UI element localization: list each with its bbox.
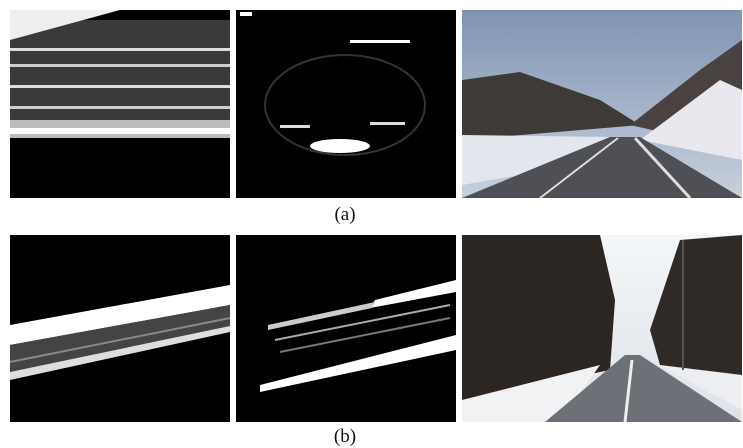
image-a2 <box>236 10 456 198</box>
image-detail <box>633 136 692 200</box>
image-b1 <box>9 235 231 422</box>
image-detail <box>370 122 405 125</box>
image-detail <box>462 135 610 185</box>
image-detail <box>279 317 451 353</box>
image-detail <box>462 72 640 140</box>
image-detail <box>280 125 310 128</box>
image-detail <box>10 326 230 380</box>
image-detail <box>370 280 456 308</box>
image-detail <box>10 128 230 134</box>
image-b2 <box>236 235 456 422</box>
image-b3 <box>462 235 742 423</box>
image-detail <box>10 305 230 378</box>
image-detail <box>240 12 252 16</box>
image-detail <box>462 235 615 400</box>
image-detail <box>9 317 231 363</box>
image-detail <box>10 64 230 67</box>
image-detail <box>10 106 230 109</box>
image-detail <box>539 137 619 199</box>
image-a3 <box>462 10 742 200</box>
image-detail <box>274 304 451 341</box>
image-detail <box>350 40 410 43</box>
image-detail <box>10 10 120 40</box>
row-label: (a) <box>334 204 355 225</box>
image-detail <box>650 235 742 380</box>
image-detail <box>623 359 634 423</box>
image-detail <box>660 365 742 410</box>
image-detail <box>268 302 375 330</box>
image-detail <box>236 10 456 198</box>
image-a1 <box>10 10 230 198</box>
image-detail <box>10 48 230 51</box>
image-detail <box>10 285 230 345</box>
image-detail <box>10 85 230 88</box>
image-detail <box>264 54 426 156</box>
image-detail <box>545 355 742 422</box>
image-detail <box>260 335 456 392</box>
image-detail <box>10 20 230 138</box>
row-label: (b) <box>334 426 356 447</box>
image-detail <box>462 137 742 198</box>
image-detail <box>640 80 742 160</box>
image-detail <box>310 139 370 153</box>
